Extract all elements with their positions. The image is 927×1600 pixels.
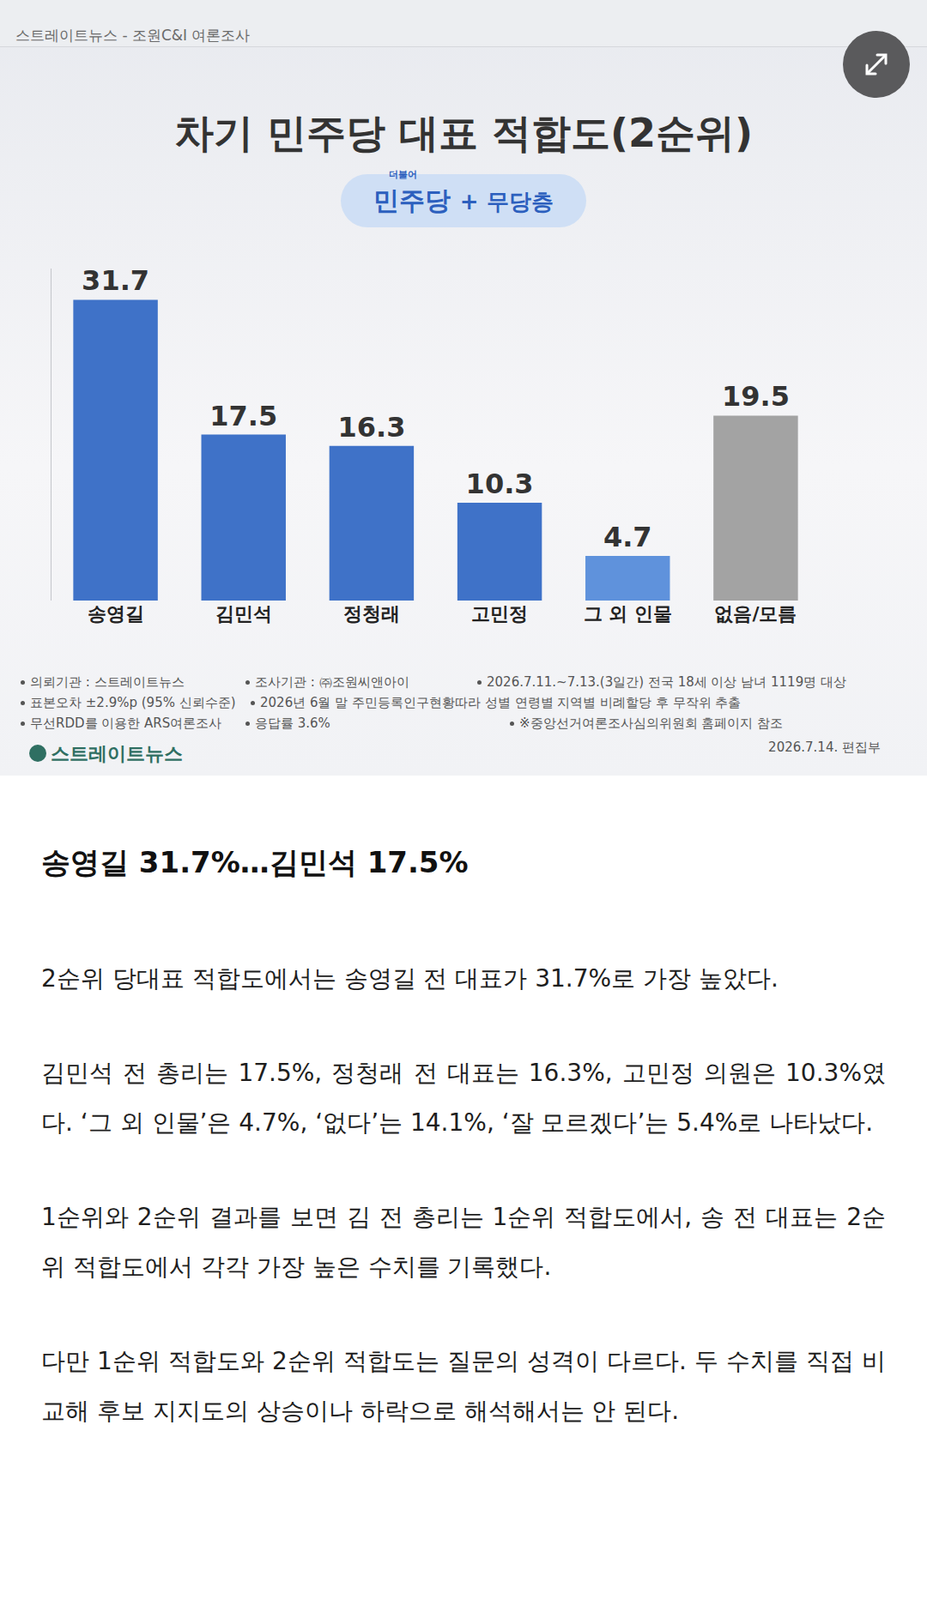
svg-text:김민석: 김민석 xyxy=(215,603,273,625)
svg-text:31.7: 31.7 xyxy=(81,264,150,297)
svg-text:고민정: 고민정 xyxy=(471,603,528,625)
html-text:응답률 3.6%: 응답률 3.6% xyxy=(254,715,331,732)
html-text:다만 1순위 적합도와 2순위 적합도는 질문의 성격이 다: 다만 1순위 적합도와 2순위 적합도는 질문의 성격이 다르다. 두 수치를 … xyxy=(41,1347,886,1426)
html-text:의뢰기관 : 스트레이트뉴스: 의뢰기관 : 스트레이트뉴스 xyxy=(30,674,185,691)
html-text:2026.7.11.~7.13.(3일간) 전국 18세 이: 2026.7.11.~7.13.(3일간) 전국 18세 이상 남녀 1119명… xyxy=(486,674,847,691)
svg-text:10.3: 10.3 xyxy=(466,467,534,501)
html-text:스트레이트뉴스: 스트레이트뉴스 xyxy=(50,743,183,765)
svg-text:그 외 인물: 그 외 인물 xyxy=(583,603,673,625)
html-text:김민석 전 총리는 17.5%, 정청래 전 대표는 16.: 김민석 전 총리는 17.5%, 정청래 전 대표는 16.3%, 고민정 의원… xyxy=(41,1059,886,1138)
svg-text:정청래: 정청래 xyxy=(343,603,400,625)
html-text:무선RDD를 이용한 ARS여론조사: 무선RDD를 이용한 ARS여론조사 xyxy=(30,715,222,732)
html-text:2026.7.14. 편집부: 2026.7.14. 편집부 xyxy=(768,739,881,756)
html-text:※중앙선거여론조사심의위원회 홈페이지 참조: ※중앙선거여론조사심의위원회 홈페이지 참조 xyxy=(519,715,783,732)
html-text:더불어: 더불어 xyxy=(389,169,418,181)
html-text:표본오차 ±2.9%p (95% 신뢰수준): 표본오차 ±2.9%p (95% 신뢰수준) xyxy=(30,695,236,711)
html-text:2026년 6월 말 주민등록인구현황따라 성별 연령별 지: 2026년 6월 말 주민등록인구현황따라 성별 연령별 지역별 비례할당 후 … xyxy=(260,695,742,711)
svg-text:없음/모름: 없음/모름 xyxy=(714,603,797,625)
svg-text:16.3: 16.3 xyxy=(337,411,406,444)
html-text:조사기관 : ㈜조원씨앤아이: 조사기관 : ㈜조원씨앤아이 xyxy=(254,674,410,691)
html-text:1순위와 2순위 결과를 보면 김 전 총리는 1순위 적합: 1순위와 2순위 결과를 보면 김 전 총리는 1순위 적합도에서, 송 전 대… xyxy=(41,1203,886,1282)
html-text:2순위 당대표 적합도에서는 송영길 전 대표가 31.7%: 2순위 당대표 적합도에서는 송영길 전 대표가 31.7%로 가장 높았다. xyxy=(41,964,779,994)
svg-text:19.5: 19.5 xyxy=(721,380,790,413)
svg-text:송영길: 송영길 xyxy=(87,603,145,625)
svg-text:4.7: 4.7 xyxy=(603,521,653,554)
html-text:송영길 31.7%…김민석 17.5%: 송영길 31.7%…김민석 17.5% xyxy=(41,845,469,880)
svg-text:17.5: 17.5 xyxy=(209,399,278,433)
html-text:차기 민주당 대표 적합도(2순위): 차기 민주당 대표 적합도(2순위) xyxy=(174,109,753,157)
html-text:스트레이트뉴스 - 조원C&I 여론조사: 스트레이트뉴스 - 조원C&I 여론조사 xyxy=(15,26,251,44)
html-text:민주당 + 무당층: 민주당 + 무당층 xyxy=(373,185,554,216)
